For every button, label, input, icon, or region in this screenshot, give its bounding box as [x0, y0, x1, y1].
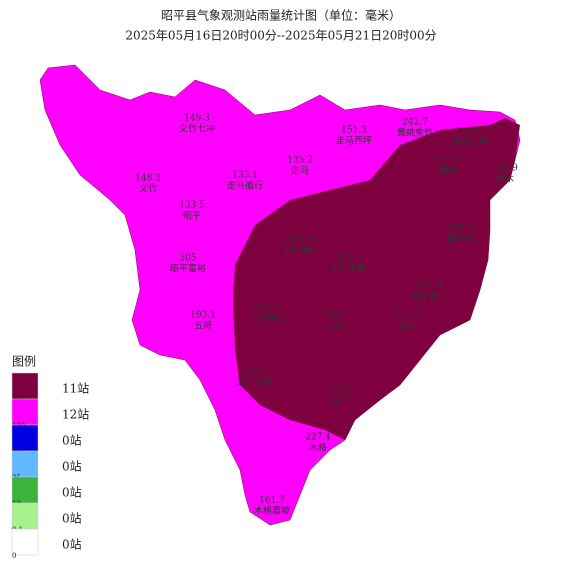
- legend-swatch: [11, 528, 39, 556]
- legend-title: 图例: [12, 355, 36, 369]
- legend-count: 0站: [62, 486, 82, 500]
- station-value: 221.9: [435, 156, 461, 166]
- station-value: 161.7: [259, 496, 285, 506]
- legend-swatch: [11, 424, 39, 452]
- legend-count: 0站: [62, 460, 82, 474]
- station-name: 樟木: [496, 173, 514, 185]
- station-value: 306.7: [335, 254, 361, 264]
- station-value: 193.1: [190, 311, 216, 321]
- station-name: 文竹: [139, 183, 157, 195]
- legend-count: 0站: [62, 538, 82, 552]
- station-name: 走马: [291, 166, 309, 177]
- legend-count: 12站: [62, 408, 89, 422]
- legend-swatch: [11, 476, 39, 504]
- station-name: 走马循行: [227, 180, 263, 192]
- station-name: 木格嘉坡: [254, 505, 290, 517]
- station-name: 昭平富裕: [170, 263, 206, 275]
- station-name: 黄姚北莱: [452, 137, 488, 149]
- station-value: 277.5: [242, 368, 268, 378]
- legend-swatch: [11, 502, 39, 530]
- station-name: 木格: [309, 442, 327, 454]
- station-value: 149.3: [184, 114, 210, 124]
- station-name: 昭平: [183, 211, 201, 222]
- station-name: 北陀: [326, 320, 344, 332]
- station-name: 走马西坪: [336, 136, 372, 147]
- station-name: 五将平水: [250, 313, 286, 325]
- title: 昭平县气象观测站雨量统计图（单位：毫米）: [161, 8, 401, 23]
- legend-threshold: 0: [12, 552, 16, 560]
- station-value: 306.6: [287, 236, 313, 246]
- station-name: 富罗: [399, 320, 417, 332]
- station-value: 227.4: [305, 433, 331, 443]
- legend-swatch: [11, 398, 39, 426]
- station-name: 文竹七冲: [179, 123, 215, 135]
- legend-count: 11站: [62, 382, 89, 396]
- station-value: 292.7: [322, 311, 348, 321]
- station-name: 黄姚: [439, 165, 457, 177]
- subtitle: 2025年05月16日20时00分--2025年05月21日20时00分: [125, 29, 436, 43]
- station-value: 151.3: [341, 126, 367, 136]
- station-value: 242.7: [402, 118, 428, 128]
- station-value: 236.9: [327, 386, 353, 396]
- station-value: 335.9: [492, 164, 518, 174]
- station-value: 348.5: [447, 224, 473, 234]
- station-name: 北陀平番: [330, 263, 366, 275]
- legend-swatch: [11, 372, 39, 400]
- legend-count: 0站: [62, 512, 82, 526]
- station-name: 富罗番子: [412, 290, 448, 302]
- heavy-rain-area: [233, 118, 520, 440]
- legend-count: 0站: [62, 434, 82, 448]
- station-name: 马江: [331, 396, 349, 407]
- station-value: 305: [179, 254, 196, 264]
- station-name: 北陀黄桂: [282, 245, 318, 257]
- station-value: 315.7: [395, 311, 421, 321]
- station-name: 樟木林: [446, 233, 473, 245]
- station-value: 148.2: [135, 174, 161, 184]
- station-name: 五将: [194, 321, 212, 332]
- station-name: 黄姚金竹: [397, 127, 433, 139]
- station-value: 262.4: [417, 281, 443, 291]
- station-value: 135.2: [287, 156, 313, 166]
- station-value: 133.5: [179, 201, 205, 211]
- station-value: 289.2: [255, 304, 281, 314]
- station-value: 133.1: [232, 171, 258, 181]
- station-value: 223.9: [457, 128, 483, 138]
- station-name: 马江沙鳖: [237, 377, 273, 389]
